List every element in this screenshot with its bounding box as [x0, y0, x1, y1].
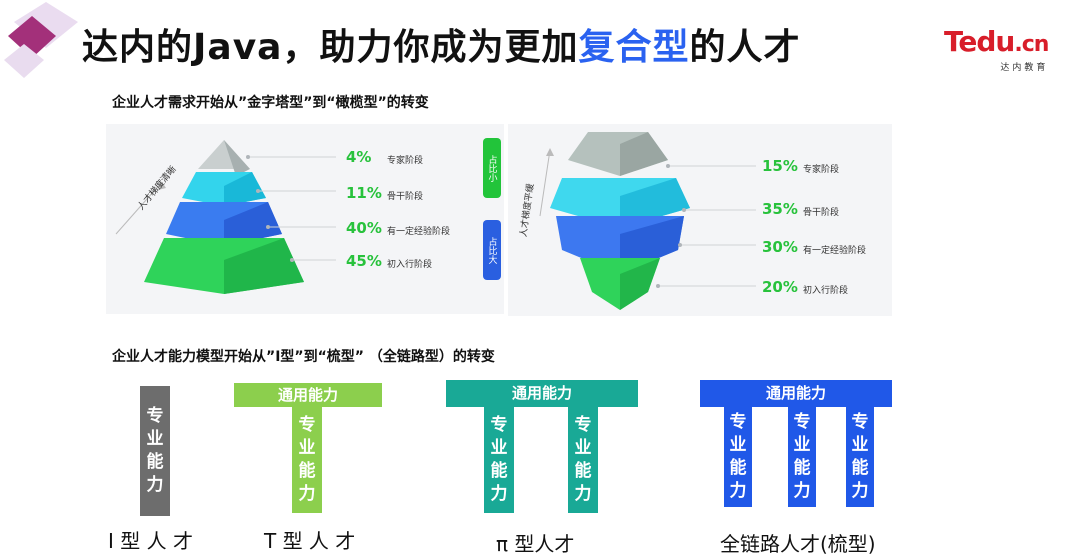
olive-stage-expert: 专家阶段 — [803, 165, 840, 175]
pi-type-pro-bar-1: 专业能力 — [484, 407, 514, 513]
large-share-pill: 占比大 — [483, 220, 501, 280]
pyramid-pct-expert: 4% — [346, 148, 372, 166]
pyramid-pct-entry: 45% — [346, 252, 382, 270]
olive-pct-experienced: 30% — [762, 238, 798, 256]
pyramid-pct-backbone: 11% — [346, 184, 382, 202]
olive-graphic — [539, 132, 756, 310]
tedu-logo: Tedu.cn 达内教育 — [944, 25, 1049, 74]
pyramid-stage-expert: 专家阶段 — [387, 156, 424, 166]
section1-title: 企业人才需求开始从”金字塔型”到“橄榄型”的转变 — [112, 95, 429, 111]
full-type-pro-bar-1: 专业能力 — [724, 407, 752, 507]
full-type-pro-bar-2: 专业能力 — [788, 407, 816, 507]
olive-stage-entry: 初入行阶段 — [803, 286, 849, 296]
pyramid-stage-experienced: 有一定经验阶段 — [387, 227, 451, 237]
t-type-label: T 型 人 才 — [264, 529, 356, 553]
pyramid-stage-backbone: 骨干阶段 — [387, 192, 424, 202]
olive-stage-backbone: 骨干阶段 — [803, 208, 840, 218]
pyramid-pct-experienced: 40% — [346, 219, 382, 237]
pyramid-stage-entry: 初入行阶段 — [387, 260, 433, 270]
corner-diamond-decoration — [4, 2, 78, 78]
t-type-general-bar: 通用能力 — [234, 383, 382, 407]
page-title: 达内的Java，助力你成为更加复合型的人才 — [82, 27, 801, 68]
i-type-pro-bar: 专业能力 — [140, 386, 170, 516]
full-type-label: 全链路人才(梳型) — [720, 532, 876, 556]
full-type-general-bar: 通用能力 — [700, 380, 892, 407]
pi-type-label: π 型人才 — [496, 532, 575, 556]
pi-type-pro-bar-2: 专业能力 — [568, 407, 598, 513]
pi-type-general-bar: 通用能力 — [446, 380, 638, 407]
full-type-pro-bar-3: 专业能力 — [846, 407, 874, 507]
olive-stage-experienced: 有一定经验阶段 — [803, 246, 867, 256]
i-type-label: I 型 人 才 — [108, 529, 193, 553]
olive-pct-entry: 20% — [762, 278, 798, 296]
olive-pct-expert: 15% — [762, 157, 798, 175]
olive-pct-backbone: 35% — [762, 200, 798, 218]
pyramid-graphic — [115, 140, 336, 294]
title-highlight: 复合型 — [578, 27, 690, 68]
small-share-pill: 占比小 — [483, 138, 501, 198]
t-type-pro-bar: 专业能力 — [292, 407, 322, 513]
section2-title: 企业人才能力模型开始从”I型”到“梳型” （全链路型）的转变 — [112, 349, 495, 365]
